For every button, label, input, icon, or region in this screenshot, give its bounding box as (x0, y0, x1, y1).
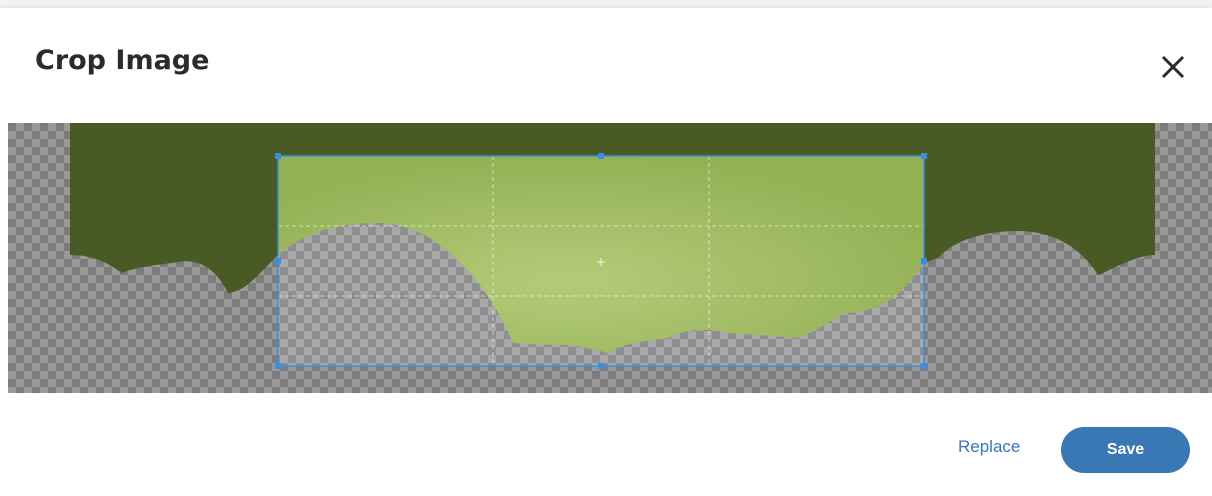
dialog-footer: Replace Save (0, 423, 1212, 473)
crop-grid (278, 156, 924, 366)
crop-handle-right[interactable] (921, 258, 927, 264)
crop-canvas[interactable] (8, 123, 1212, 393)
center-crosshair-icon (597, 258, 605, 266)
crop-image-dialog: Crop Image (0, 8, 1212, 496)
crop-handle-top[interactable] (598, 153, 604, 159)
save-button[interactable]: Save (1061, 427, 1190, 473)
close-icon (1161, 55, 1185, 79)
crop-handle-top-right[interactable] (921, 153, 927, 159)
crop-handle-bottom-left[interactable] (275, 363, 281, 369)
selection-transparent-region (278, 223, 924, 366)
crop-handle-left[interactable] (275, 258, 281, 264)
dialog-title: Crop Image (35, 45, 210, 76)
replace-button[interactable]: Replace (958, 437, 1021, 456)
crop-handle-top-left[interactable] (275, 153, 281, 159)
crop-handle-bottom-right[interactable] (921, 363, 927, 369)
close-button[interactable] (1154, 48, 1192, 86)
crop-handle-bottom[interactable] (598, 363, 604, 369)
